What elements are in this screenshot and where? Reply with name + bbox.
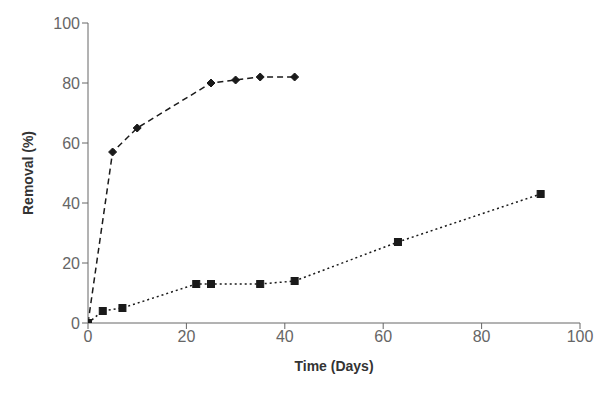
svg-text:80: 80 <box>473 328 491 345</box>
svg-text:60: 60 <box>374 328 392 345</box>
svg-text:0: 0 <box>71 315 80 332</box>
svg-text:100: 100 <box>53 15 80 32</box>
svg-text:20: 20 <box>62 255 80 272</box>
svg-text:60: 60 <box>62 135 80 152</box>
svg-text:0: 0 <box>84 328 93 345</box>
svg-text:80: 80 <box>62 75 80 92</box>
svg-text:Removal (%): Removal (%) <box>20 131 36 215</box>
svg-text:Time (Days): Time (Days) <box>294 358 373 374</box>
svg-text:40: 40 <box>276 328 294 345</box>
svg-text:40: 40 <box>62 195 80 212</box>
svg-text:20: 20 <box>178 328 196 345</box>
svg-text:100: 100 <box>567 328 594 345</box>
